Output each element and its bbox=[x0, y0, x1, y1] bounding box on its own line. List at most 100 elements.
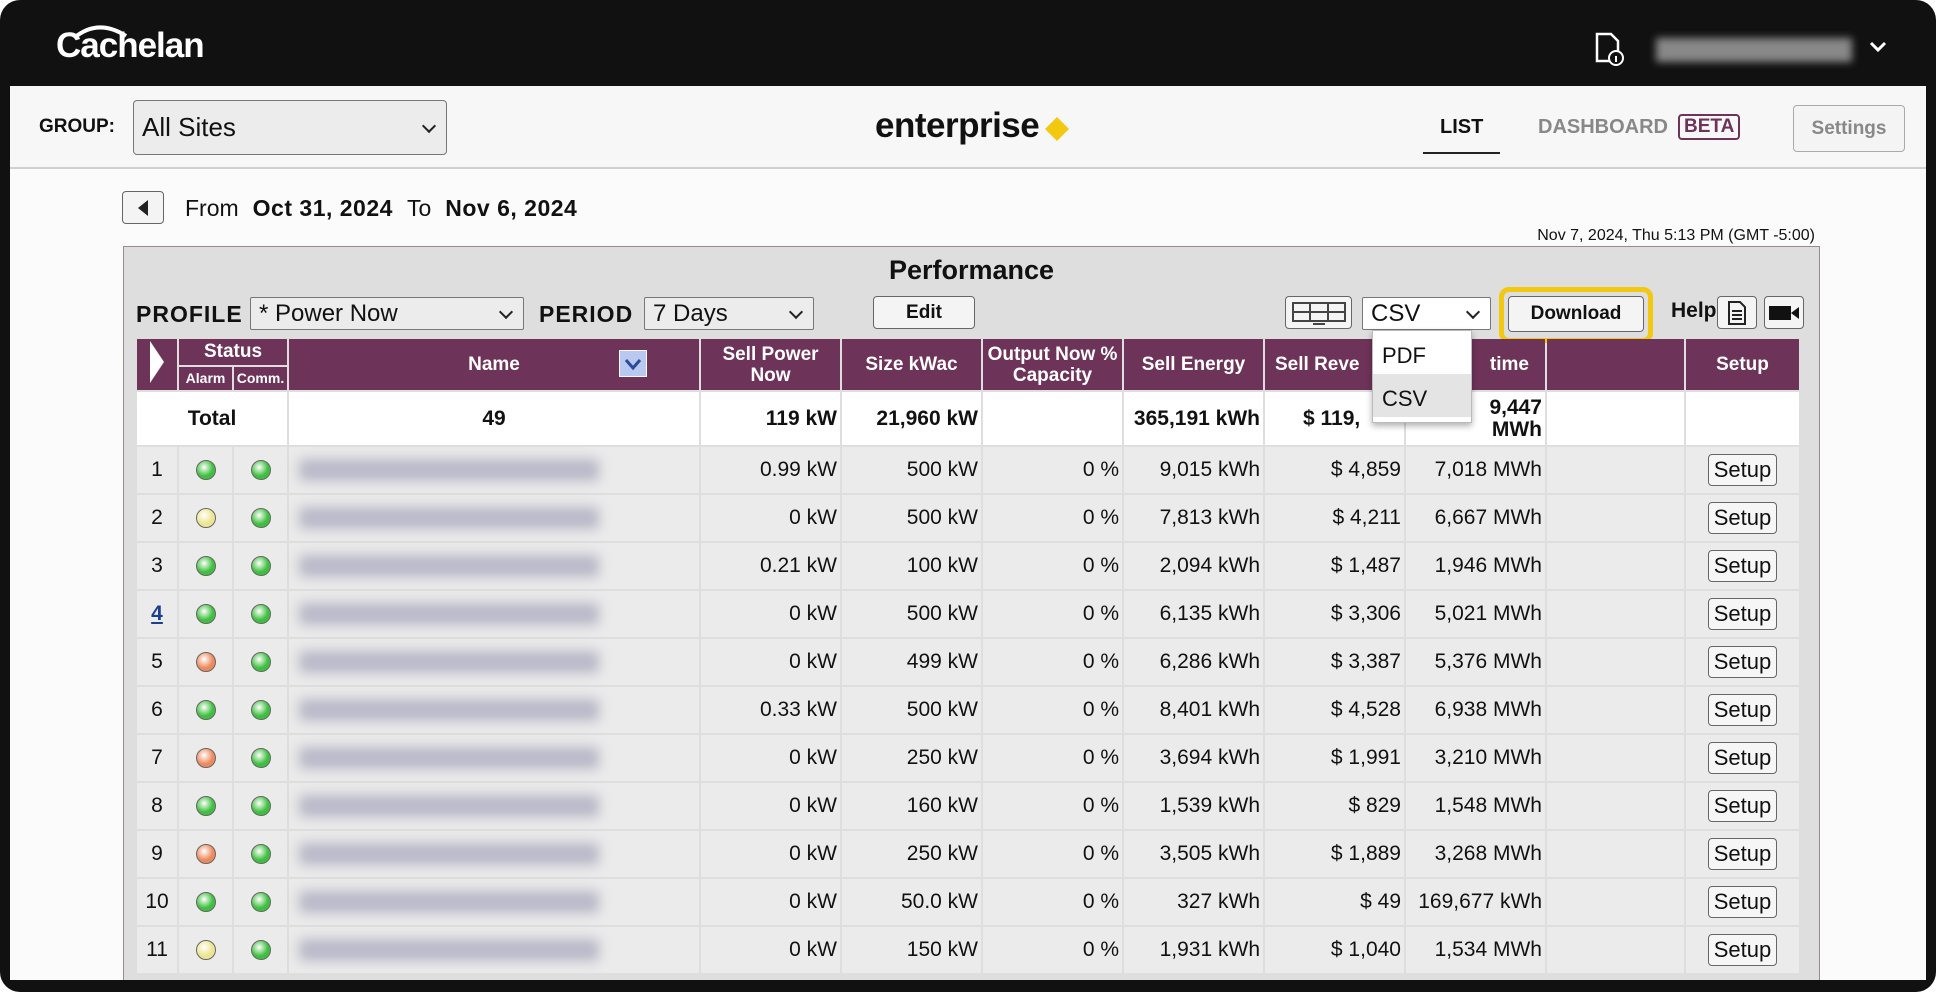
row-number: 9 bbox=[151, 842, 163, 865]
status-dot bbox=[250, 844, 271, 864]
revenue-cell: $ 4,211 bbox=[1265, 495, 1404, 541]
column-header: Sell Energy bbox=[1124, 339, 1263, 390]
output-cell: 0 % bbox=[983, 543, 1122, 589]
group-select[interactable]: All Sites bbox=[133, 100, 447, 155]
period-select[interactable]: 7 Days bbox=[644, 297, 814, 330]
revenue-cell: $ 49 bbox=[1265, 879, 1404, 925]
row-number: 2 bbox=[151, 506, 163, 529]
setup-button[interactable]: Setup bbox=[1707, 886, 1778, 918]
energy-cell: 8,401 kWh bbox=[1124, 687, 1263, 733]
row-number: 7 bbox=[151, 746, 163, 769]
profile-select[interactable]: * Power Now bbox=[250, 297, 524, 330]
site-name-blurred bbox=[299, 891, 599, 913]
output-cell: 0 % bbox=[983, 447, 1122, 493]
user-menu-chevron[interactable] bbox=[1868, 40, 1888, 54]
sell_power-cell: 0 kW bbox=[701, 639, 840, 685]
setup-button[interactable]: Setup bbox=[1707, 934, 1778, 966]
tab-underline bbox=[1423, 152, 1500, 154]
row-number: 5 bbox=[151, 650, 163, 673]
edit-button[interactable]: Edit bbox=[873, 296, 975, 329]
output-cell: 0 % bbox=[983, 783, 1122, 829]
alarm-cell bbox=[179, 543, 232, 589]
setup-button[interactable]: Setup bbox=[1707, 454, 1778, 486]
expand-header[interactable] bbox=[137, 339, 177, 390]
setup-cell: Setup bbox=[1686, 735, 1799, 781]
layout-icon bbox=[1291, 301, 1346, 325]
format-option[interactable]: CSV bbox=[1373, 374, 1471, 417]
comm-cell bbox=[234, 735, 287, 781]
content: GROUP: All Sites enterprise LIST DASHBOA… bbox=[10, 86, 1926, 980]
comm-cell bbox=[234, 879, 287, 925]
status-dot bbox=[250, 460, 271, 480]
setup-button[interactable]: Setup bbox=[1707, 838, 1778, 870]
settings-button[interactable]: Settings bbox=[1793, 105, 1905, 152]
row-number[interactable]: 4 bbox=[151, 602, 163, 625]
site-row: 10 0 kW 50.0 kW 0 % 327 kWh $ 49 169,677 kWh Se… bbox=[137, 879, 1799, 925]
help-doc-button[interactable] bbox=[1717, 296, 1757, 329]
brand-diamond bbox=[1045, 117, 1069, 141]
setup-cell: Setup bbox=[1686, 639, 1799, 685]
header-row: Alarm Comm. bbox=[137, 366, 1799, 390]
setup-cell: Setup bbox=[1686, 447, 1799, 493]
site-name-blurred bbox=[299, 507, 599, 529]
video-icon bbox=[1769, 305, 1799, 320]
lifetime-cell: 1,548 MWh bbox=[1406, 783, 1545, 829]
setup-button[interactable]: Setup bbox=[1707, 790, 1778, 822]
setup-button[interactable]: Setup bbox=[1707, 742, 1778, 774]
layout-button[interactable] bbox=[1285, 296, 1352, 329]
site-row: 2 0 kW 500 kW 0 % 7,813 kWh $ 4,211 6,667 MWh S… bbox=[137, 495, 1799, 541]
blank-cell bbox=[1547, 879, 1684, 925]
format-select[interactable]: CSV bbox=[1362, 297, 1491, 330]
tab-dashboard[interactable]: DASHBOARD bbox=[1538, 116, 1668, 138]
status-dot bbox=[195, 556, 216, 576]
setup-button[interactable]: Setup bbox=[1707, 550, 1778, 582]
output-cell: 0 % bbox=[983, 735, 1122, 781]
beta-badge: BETA bbox=[1678, 114, 1741, 140]
comm-cell bbox=[234, 543, 287, 589]
setup-button[interactable]: Setup bbox=[1707, 694, 1778, 726]
setup-button[interactable]: Setup bbox=[1707, 598, 1778, 630]
doc-icon bbox=[1728, 300, 1746, 325]
size-cell: 500 kW bbox=[842, 687, 981, 733]
alarm-cell bbox=[179, 783, 232, 829]
download-button[interactable]: Download bbox=[1508, 296, 1644, 332]
alarm-cell bbox=[179, 639, 232, 685]
row-index: 10 bbox=[137, 879, 177, 925]
blank-cell bbox=[1547, 495, 1684, 541]
help-video-button[interactable] bbox=[1764, 296, 1804, 329]
energy-cell: 7,813 kWh bbox=[1124, 495, 1263, 541]
comm-cell bbox=[234, 447, 287, 493]
status-header: Status bbox=[179, 339, 287, 365]
site-row: 11 0 kW 150 kW 0 % 1,931 kWh $ 1,040 1,534 MWh… bbox=[137, 927, 1799, 973]
doc-info-icon[interactable] bbox=[1594, 32, 1624, 66]
header-row: Status Name Sell Power Now Size kWac Output … bbox=[137, 339, 1799, 390]
site-name-blurred bbox=[299, 603, 599, 625]
site-name-blurred bbox=[299, 843, 599, 865]
column-header: Sell Power Now bbox=[701, 339, 840, 390]
energy-cell: 6,135 kWh bbox=[1124, 591, 1263, 637]
row-index: 6 bbox=[137, 687, 177, 733]
setup-cell: Setup bbox=[1686, 831, 1799, 877]
total-cell bbox=[1686, 392, 1799, 445]
name-cell bbox=[289, 831, 699, 877]
user-name-blurred[interactable] bbox=[1656, 38, 1852, 62]
total-cell: 365,191 kWh bbox=[1124, 392, 1263, 445]
status-dot bbox=[195, 460, 216, 480]
total-label: Total bbox=[137, 392, 287, 445]
group-label: GROUP: bbox=[39, 116, 115, 137]
sell_power-cell: 0 kW bbox=[701, 831, 840, 877]
tab-list[interactable]: LIST bbox=[1440, 116, 1484, 138]
sort-button[interactable] bbox=[619, 350, 647, 377]
total-cell bbox=[983, 392, 1122, 445]
row-number: 3 bbox=[151, 554, 163, 577]
setup-button[interactable]: Setup bbox=[1707, 502, 1778, 534]
lifetime-cell: 169,677 kWh bbox=[1406, 879, 1545, 925]
prev-button[interactable] bbox=[122, 191, 164, 224]
logo-swoosh bbox=[72, 25, 128, 40]
setup-button[interactable]: Setup bbox=[1707, 646, 1778, 678]
alarm-cell bbox=[179, 831, 232, 877]
revenue-cell: $ 829 bbox=[1265, 783, 1404, 829]
format-option[interactable]: PDF bbox=[1382, 343, 1426, 368]
from-date: Oct 31, 2024 bbox=[252, 195, 393, 221]
